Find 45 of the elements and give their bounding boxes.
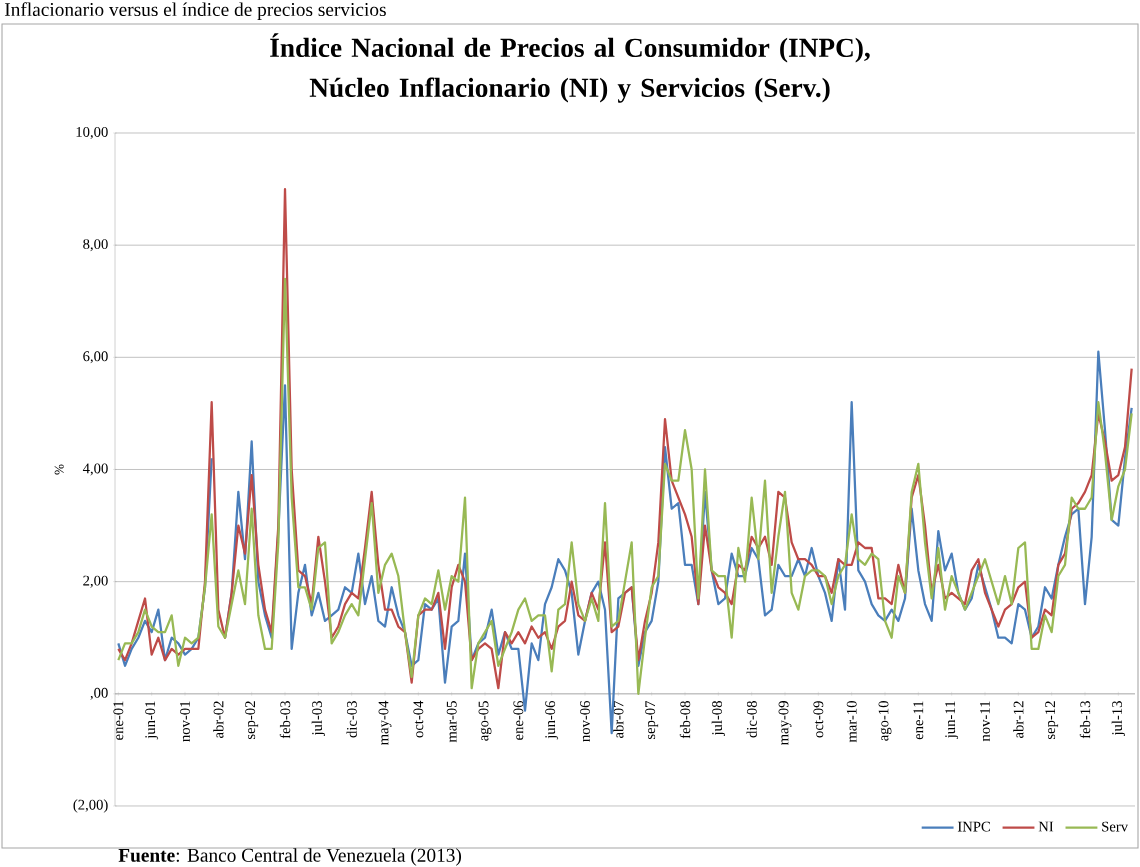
legend-label: NI [1038,821,1054,832]
chart-title: Índice Nacional de Precios al Consumidor (INPC), Núcleo Inflacionario (NI) y Servicios (Serv.) [270,33,870,103]
x-tick-label: jun-06 [545,700,559,740]
y-axis-title: % [54,464,64,475]
y-tick-label: 10,00 [76,126,108,139]
x-tick-label: may-09 [778,701,792,746]
x-tick-label: ene-11 [913,701,924,740]
x-tick-label: jun-01 [145,701,159,740]
x-tick-label: ene-06 [513,700,524,740]
x-tick-label: mar-10 [846,701,857,743]
x-tick-label: jul-13 [1111,701,1125,736]
x-tick-label: abr-12 [1013,701,1024,738]
x-tick-label: jun-11 [945,701,959,739]
x-tick-label: nov-06 [580,700,590,742]
x-tick-label: jul-03 [311,701,325,736]
y-tick-label: ,00 [90,687,108,700]
x-tick-label: sep-02 [245,701,259,740]
y-tick-label: 6,00 [83,351,108,364]
y-tick-label: (2,00) [73,799,108,813]
x-tick-label: dic-03 [346,701,357,738]
x-tick-label: ene-01 [113,701,124,740]
x-tick-label: abr-07 [613,700,624,738]
x-tick-label: sep-12 [1045,701,1059,740]
x-tick-label: feb-13 [1079,701,1091,739]
text: Inflacionario versus el índice de precios servicios [4,2,386,20]
x-tick-label: feb-03 [279,701,291,739]
legend-label: Serv [1102,821,1129,832]
x-tick-label: nov-11 [980,701,990,742]
x-tick-label: sep-07 [645,700,659,740]
x-tick-label: ago-10 [878,701,892,741]
x-tick-label: ago-05 [478,701,492,741]
x-tick-label: oct-09 [813,701,824,738]
x-tick-label: jul-08 [711,701,725,736]
x-tick-label: nov-01 [180,701,190,742]
x-tick-label: mar-05 [446,701,457,743]
y-tick-label: 8,00 [83,239,108,252]
y-tick-label: 2,00 [83,575,108,588]
x-tick-label: dic-08 [746,701,757,738]
y-tick-label: 4,00 [82,463,108,476]
legend-label: INPC [957,821,990,832]
text: Fuente: Banco Central de Venezuela (2013) [118,848,462,866]
x-tick-label: may-04 [378,700,392,746]
x-tick-label: oct-04 [413,700,424,738]
x-tick-label: feb-08 [679,701,691,739]
x-tick-label: abr-02 [213,701,224,738]
